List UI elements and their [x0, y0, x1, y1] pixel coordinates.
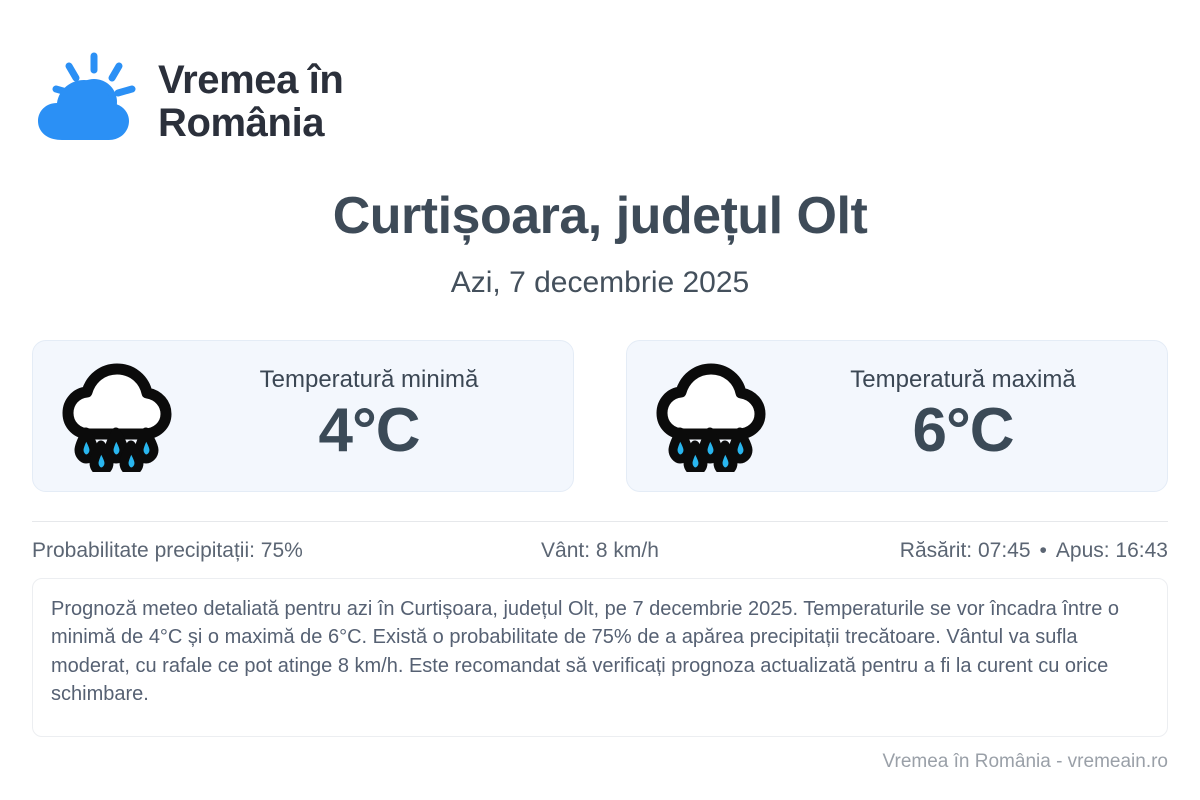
min-temperature-body: Temperatură minimă 4°C: [193, 366, 551, 465]
sunset-value: Apus: 16:43: [1055, 539, 1168, 562]
min-temperature-card: Temperatură minimă 4°C: [32, 340, 574, 492]
max-temperature-body: Temperatură maximă 6°C: [787, 366, 1145, 465]
max-temperature-card: Temperatură maximă 6°C: [626, 340, 1168, 492]
max-temperature-value: 6°C: [912, 396, 1014, 466]
stats-row: Probabilitate precipitații: 75% Vânt: 8 …: [32, 539, 1168, 563]
brand-logo[interactable]: Vremea în România: [32, 52, 344, 152]
brand-name: Vremea în România: [158, 57, 344, 145]
min-temperature-label: Temperatură minimă: [259, 366, 479, 394]
page-date: Azi, 7 decembrie 2025: [450, 266, 750, 299]
sun-behind-cloud-icon: [38, 52, 136, 140]
page-title: Curtișoara, județul Olt: [332, 187, 868, 245]
rain-cloud-icon: [656, 363, 766, 472]
sunrise-value: Răsărit: 07:45: [899, 539, 1031, 562]
rain-cloud-icon: [62, 363, 172, 472]
min-temperature-value: 4°C: [318, 396, 420, 466]
sun-times-stat: Răsărit: 07:45 • Apus: 16:43: [793, 539, 1168, 563]
precipitation-stat: Probabilitate precipitații: 75%: [32, 539, 303, 562]
stats-divider: [32, 521, 1168, 522]
forecast-description: Prognoză meteo detaliată pentru azi în C…: [32, 578, 1168, 737]
wind-stat: Vânt: 8 km/h: [541, 539, 659, 562]
footer-credit: Vremea în România - vremeain.ro: [882, 751, 1168, 772]
sun-separator: •: [1039, 539, 1047, 562]
max-temperature-label: Temperatură maximă: [850, 366, 1076, 394]
temperature-cards: Temperatură minimă 4°C Temperatură maxim…: [32, 340, 1168, 492]
